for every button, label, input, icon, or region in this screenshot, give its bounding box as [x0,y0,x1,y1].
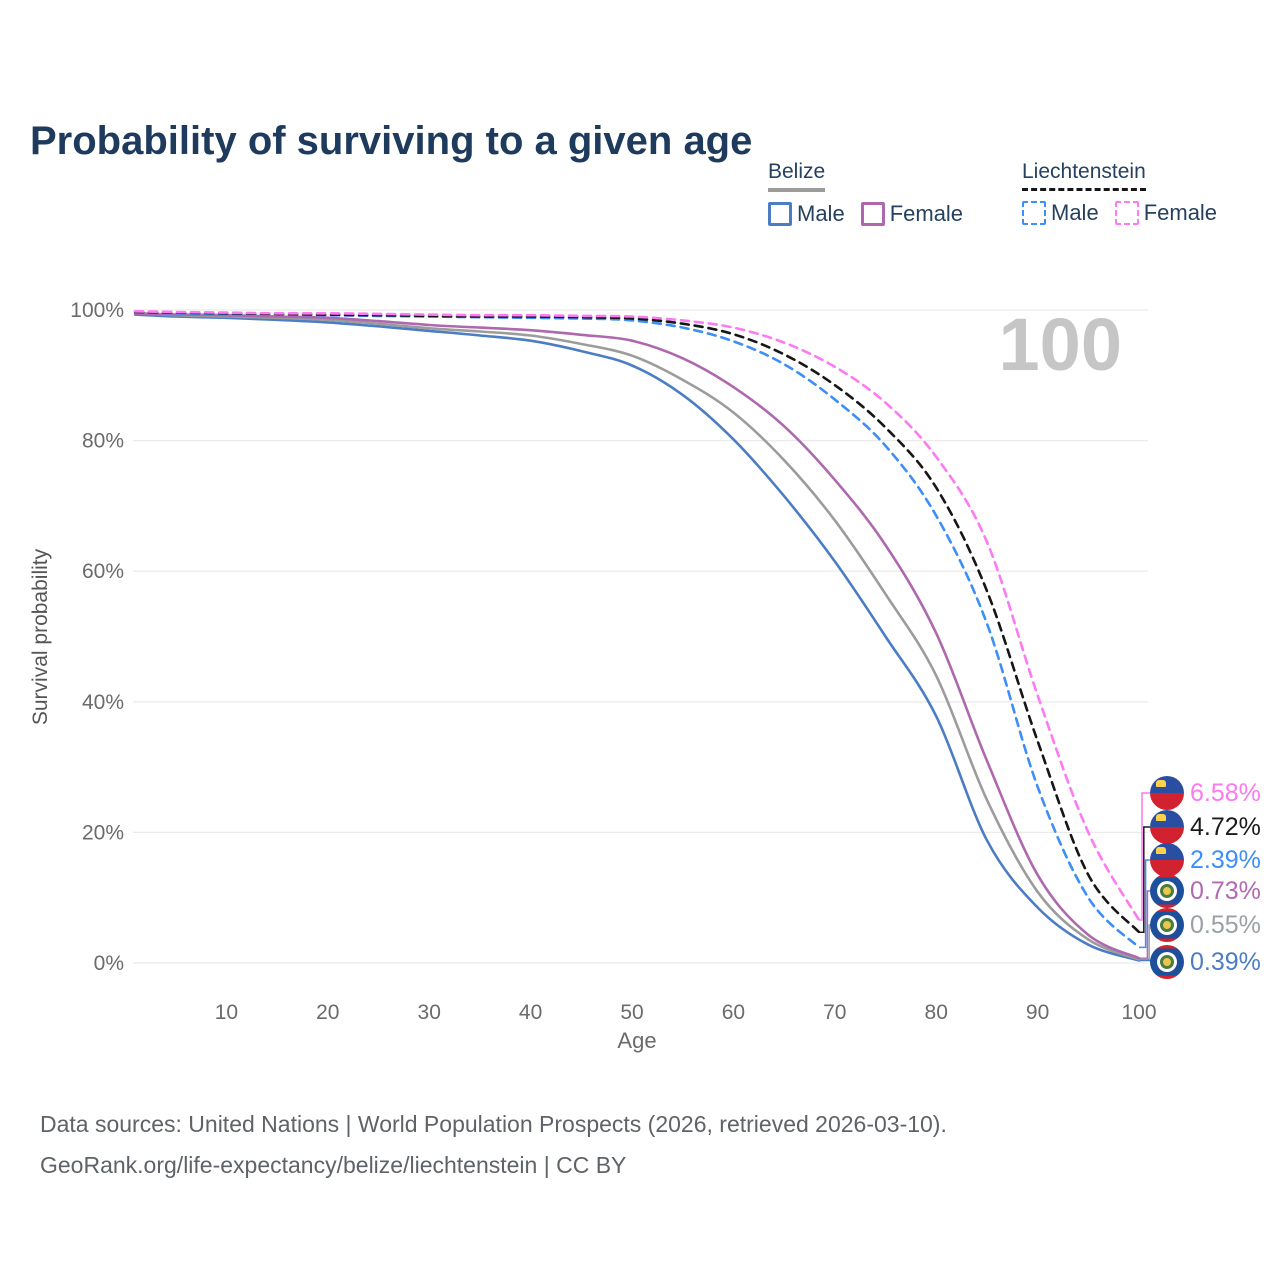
legend-items-liechtenstein: Male Female [1022,200,1217,226]
y-tick-label: 40% [82,691,124,714]
belize-flag-disc [1157,952,1177,972]
legend-label: Female [889,201,964,226]
curve-liechtenstein_female [133,310,1141,922]
y-tick-label: 60% [82,560,124,583]
belize-flag-arms [1160,918,1174,932]
legend-swatch-belize-male[interactable] [768,202,792,226]
crown-icon [1156,814,1166,821]
x-tick-label: 40 [519,1001,542,1024]
endpoint-value: 0.39% [1190,947,1261,976]
x-tick-label: 50 [620,1001,643,1024]
endpoint-liechtenstein-female: 6.58% [1150,776,1261,810]
y-tick-label: 0% [94,952,124,975]
y-tick-label: 100% [70,299,124,322]
crown-icon [1156,780,1166,787]
curve-belize_male [133,313,1141,962]
x-tick-label: 10 [215,1001,238,1024]
legend-label: Female [1143,200,1218,225]
age-indicator-watermark: 100 [999,303,1122,386]
y-tick-label: 80% [82,430,124,453]
belize-flag-icon [1150,945,1184,979]
legend-item-liechtenstein-male[interactable]: Male [1022,200,1099,226]
endpoint-value: 0.55% [1190,910,1261,939]
belize-flag-disc [1157,881,1177,901]
endpoint-value: 2.39% [1190,845,1261,874]
curve-belize_female [133,311,1141,960]
legend-label: Male [1051,200,1099,225]
liechtenstein-flag-icon [1150,843,1184,877]
connector-liechtenstein_male [1139,859,1150,949]
endpoint-value: 6.58% [1190,778,1261,807]
belize-flag-icon [1150,908,1184,942]
y-axis-title: Survival probability [29,548,52,725]
x-tick-label: 90 [1026,1001,1049,1024]
footer: Data sources: United Nations | World Pop… [40,1104,947,1186]
legend-items-belize: Male Female [768,201,963,227]
x-tick-label: 70 [823,1001,846,1024]
curve-liechtenstein_total [133,310,1141,934]
liechtenstein-flag-icon [1150,810,1184,844]
y-tick-label: 20% [82,821,124,844]
legend-title-liechtenstein: Liechtenstein [1022,160,1146,191]
footer-sources: Data sources: United Nations | World Pop… [40,1111,947,1137]
connector-liechtenstein_total [1139,826,1150,933]
x-axis-tick-labels: 10 20 30 40 50 60 70 80 90 100 [215,1001,1157,1024]
x-tick-label: 20 [316,1001,339,1024]
belize-flag-disc [1157,915,1177,935]
x-tick-label: 80 [925,1001,948,1024]
legend-swatch-liechtenstein-male[interactable] [1022,201,1046,225]
legend-group-belize: Belize Male Female [768,160,963,227]
legend-group-liechtenstein: Liechtenstein Male Female [1022,160,1217,226]
endpoint-liechtenstein-male: 2.39% [1150,843,1261,877]
belize-flag-icon [1150,874,1184,908]
curve-belize_total [133,311,1141,961]
legend-swatch-belize-female[interactable] [860,202,885,226]
legend-item-liechtenstein-female[interactable]: Female [1114,200,1218,226]
page-title: Probability of surviving to a given age [30,118,753,163]
connector-belize_female [1139,890,1150,959]
connector-liechtenstein_female [1139,792,1150,921]
endpoint-liechtenstein-total: 4.72% [1150,810,1261,844]
footer-attribution: GeoRank.org/life-expectancy/belize/liech… [40,1152,627,1178]
y-axis-tick-labels: 0% 20% 40% 60% 80% 100% [70,299,124,975]
endpoint-value: 0.73% [1190,876,1261,905]
survival-curves [133,310,1141,962]
endpoint-value: 4.72% [1190,812,1261,841]
x-tick-label: 60 [722,1001,745,1024]
x-tick-label: 30 [418,1001,441,1024]
endpoint-belize-total: 0.55% [1150,908,1261,942]
liechtenstein-flag-icon [1150,776,1184,810]
crown-icon [1156,847,1166,854]
connector-belize_total [1139,924,1150,961]
x-tick-label: 100 [1121,1001,1156,1024]
endpoint-belize-female: 0.73% [1150,874,1261,908]
gridlines [133,309,1148,964]
legend-swatch-liechtenstein-female[interactable] [1114,201,1139,225]
legend-title-belize: Belize [768,160,826,192]
endpoint-connectors [1139,792,1152,963]
legend-item-belize-female[interactable]: Female [860,201,964,227]
curve-liechtenstein_male [133,310,1141,949]
legend-label: Male [797,201,845,226]
belize-flag-arms [1160,884,1174,898]
belize-flag-arms [1160,955,1174,969]
legend-item-belize-male[interactable]: Male [768,201,845,227]
x-axis-title: Age [617,1028,656,1053]
endpoint-belize-male: 0.39% [1150,945,1261,979]
